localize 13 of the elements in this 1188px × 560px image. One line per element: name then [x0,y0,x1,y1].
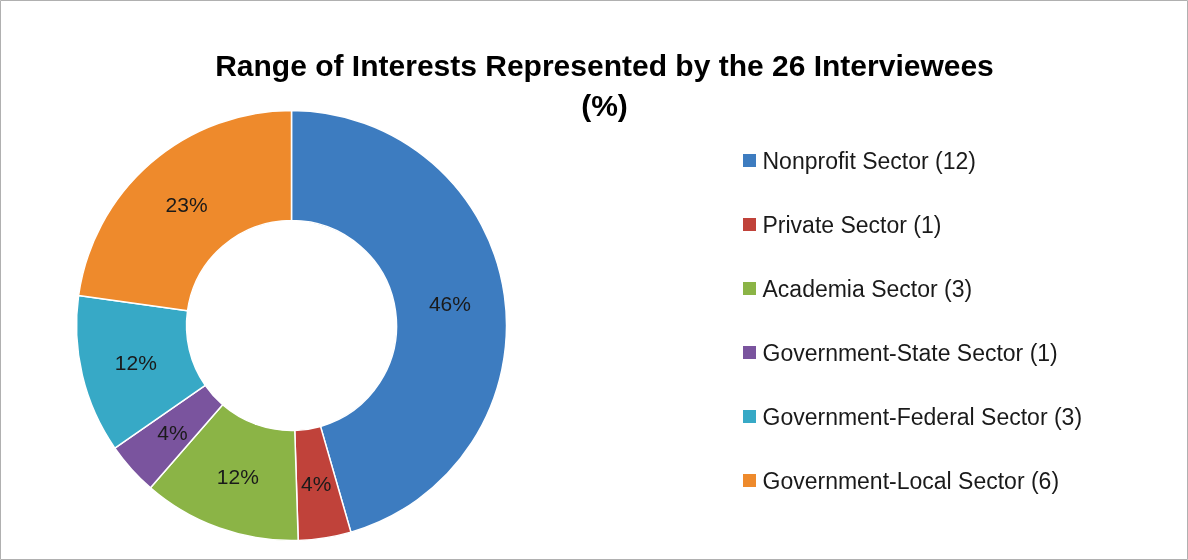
data-label: 12% [114,350,157,374]
legend-label: Government-Local Sector (6) [762,467,1060,494]
legend-label: Private Sector (1) [762,211,942,238]
data-label: 46% [428,291,471,315]
legend-label: Government-State Sector (1) [762,339,1058,366]
data-label: 23% [165,193,208,217]
data-label: 4% [157,420,188,444]
legend-label: Nonprofit Sector (12) [762,147,976,174]
chart-title: Range of Interests Represented by the 26 Interviewees (%) [215,49,994,122]
legend-label: Academia Sector (3) [762,275,973,302]
data-label: 12% [216,464,259,488]
legend-label: Government-Federal Sector (3) [762,403,1083,430]
data-label: 4% [301,472,332,496]
